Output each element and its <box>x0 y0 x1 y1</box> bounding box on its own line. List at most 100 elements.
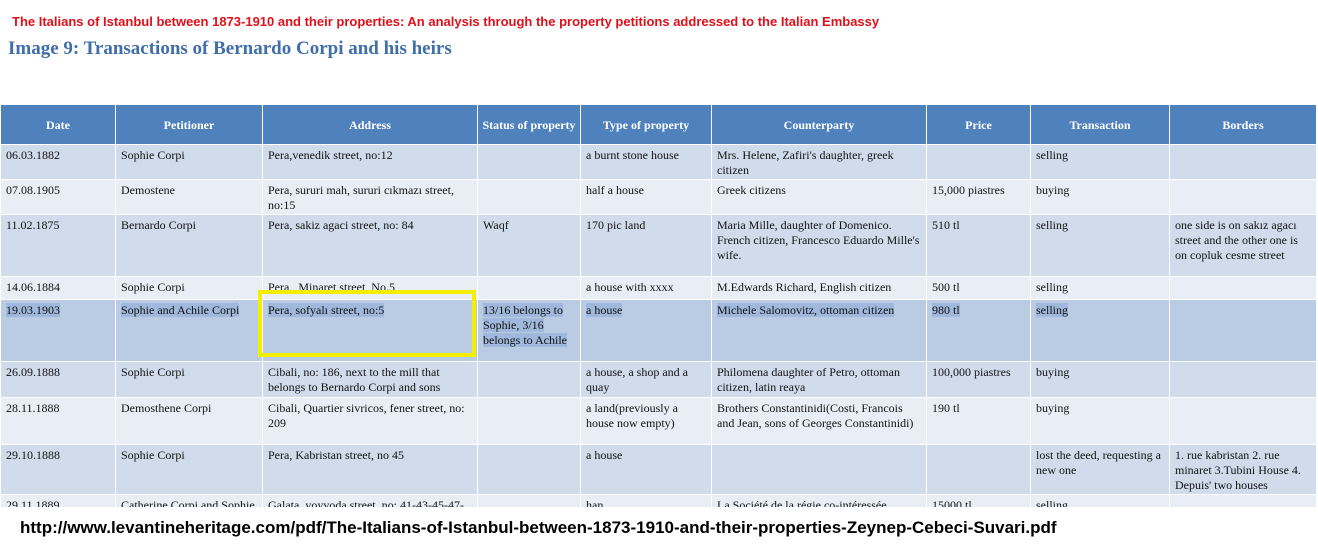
column-header-counterparty: Counterparty <box>711 104 927 145</box>
cell-borders <box>1169 179 1316 215</box>
cell-counterparty: Greek citizens <box>711 179 927 215</box>
cell-address: Pera, sakiz agaci street, no: 84 <box>262 214 478 277</box>
cell-borders <box>1169 494 1316 507</box>
table-row: 29.10.1888 Sophie Corpi Pera, Kabristan … <box>0 444 1316 495</box>
cell-date: 28.11.1888 <box>0 397 116 445</box>
cell-status <box>477 179 581 215</box>
cell-counterparty: Mrs. Helene, Zafiri's daughter, greek ci… <box>711 144 927 180</box>
cell-transaction: selling <box>1030 144 1170 180</box>
source-url-text: http://www.levantineheritage.com/pdf/The… <box>20 518 1057 537</box>
transactions-table-container: Date Petitioner Address Status of proper… <box>0 104 1316 507</box>
cell-petitioner: Sophie Corpi <box>115 361 263 398</box>
cell-date: 26.09.1888 <box>0 361 116 398</box>
cell-address: Pera, Kabristan street, no 45 <box>262 444 478 495</box>
cell-date: 07.08.1905 <box>0 179 116 215</box>
cell-address: Pera,venedik street, no:12 <box>262 144 478 180</box>
cell-borders <box>1169 144 1316 180</box>
table-row-selected: 19.03.1903 Sophie and Achile Corpi Pera,… <box>0 299 1316 362</box>
cell-counterparty: Philomena daughter of Petro, ottoman cit… <box>711 361 927 398</box>
cell-address: Cibali, Quartier sivricos, fener street,… <box>262 397 478 445</box>
cell-type: a burnt stone house <box>580 144 712 180</box>
cell-transaction: buying <box>1030 179 1170 215</box>
cell-transaction: buying <box>1030 397 1170 445</box>
image-caption-heading: Image 9: Transactions of Bernardo Corpi … <box>8 38 452 59</box>
table-header-row: Date Petitioner Address Status of proper… <box>0 104 1316 145</box>
cell-date: 29.11.1889 <box>0 494 116 507</box>
cell-price <box>926 144 1031 180</box>
cell-borders <box>1169 397 1316 445</box>
transactions-table: Date Petitioner Address Status of proper… <box>0 104 1316 507</box>
table-row: 06.03.1882 Sophie Corpi Pera,venedik str… <box>0 144 1316 180</box>
column-header-borders: Borders <box>1169 104 1316 145</box>
cell-transaction: selling <box>1030 214 1170 277</box>
column-header-price: Price <box>926 104 1031 145</box>
cell-type: a house with xxxx <box>580 276 712 300</box>
cell-petitioner: Bernardo Corpi <box>115 214 263 277</box>
cell-counterparty: Michele Salomovitz, ottoman citizen <box>711 299 927 362</box>
cell-address: Pera , Minaret street, No.5 <box>262 276 478 300</box>
table-row: 14.06.1884 Sophie Corpi Pera , Minaret s… <box>0 276 1316 300</box>
cell-counterparty: La Société de la régie co-intéressée <box>711 494 927 507</box>
table-row: 11.02.1875 Bernardo Corpi Pera, sakiz ag… <box>0 214 1316 277</box>
column-header-address: Address <box>262 104 478 145</box>
cell-counterparty <box>711 444 927 495</box>
cell-borders: 1. rue kabristan 2. rue minaret 3.Tubini… <box>1169 444 1316 495</box>
cell-date: 14.06.1884 <box>0 276 116 300</box>
cell-type: a land(previously a house now empty) <box>580 397 712 445</box>
cell-borders <box>1169 299 1316 362</box>
cell-status <box>477 494 581 507</box>
cell-counterparty: M.Edwards Richard, English citizen <box>711 276 927 300</box>
cell-price: 100,000 piastres <box>926 361 1031 398</box>
cell-type: han <box>580 494 712 507</box>
cell-date: 19.03.1903 <box>0 299 116 362</box>
table-row: 26.09.1888 Sophie Corpi Cibali, no: 186,… <box>0 361 1316 398</box>
cell-status <box>477 361 581 398</box>
cell-date: 11.02.1875 <box>0 214 116 277</box>
cell-type: 170 pic land <box>580 214 712 277</box>
cell-petitioner: Sophie Corpi <box>115 276 263 300</box>
cell-price: 500 tl <box>926 276 1031 300</box>
column-header-petitioner: Petitioner <box>115 104 263 145</box>
cell-petitioner: Catherine Corpi and Sophie Corpi <box>115 494 263 507</box>
cell-type: a house, a shop and a quay <box>580 361 712 398</box>
cell-date: 29.10.1888 <box>0 444 116 495</box>
cell-transaction: buying <box>1030 361 1170 398</box>
table-row: 29.11.1889 Catherine Corpi and Sophie Co… <box>0 494 1316 507</box>
cell-borders <box>1169 361 1316 398</box>
cell-transaction: selling <box>1030 299 1170 362</box>
cell-status: 13/16 belongs to Sophie, 3/16 belongs to… <box>477 299 581 362</box>
cell-petitioner: Demostene <box>115 179 263 215</box>
cell-transaction: selling <box>1030 276 1170 300</box>
cell-borders <box>1169 276 1316 300</box>
column-header-type: Type of property <box>580 104 712 145</box>
cell-price: 980 tl <box>926 299 1031 362</box>
table-row: 28.11.1888 Demosthene Corpi Cibali, Quar… <box>0 397 1316 445</box>
cell-petitioner: Sophie Corpi <box>115 444 263 495</box>
cell-price: 15000 tl <box>926 494 1031 507</box>
cell-address: Pera, sofyalı street, no:5 <box>262 299 478 362</box>
table-row: 07.08.1905 Demostene Pera, sururi mah, s… <box>0 179 1316 215</box>
cell-status <box>477 397 581 445</box>
cell-counterparty: Brothers Constantinidi(Costi, Francois a… <box>711 397 927 445</box>
cell-date: 06.03.1882 <box>0 144 116 180</box>
cell-address: Pera, sururi mah, sururi cıkmazı street,… <box>262 179 478 215</box>
cell-type: a house <box>580 444 712 495</box>
cell-transaction: selling <box>1030 494 1170 507</box>
cell-counterparty: Maria Mille, daughter of Domenico. Frenc… <box>711 214 927 277</box>
cell-status <box>477 276 581 300</box>
cell-borders: one side is on sakız agacı street and th… <box>1169 214 1316 277</box>
cell-transaction: lost the deed, requesting a new one <box>1030 444 1170 495</box>
cell-status: Waqf <box>477 214 581 277</box>
column-header-status: Status of property <box>477 104 581 145</box>
cell-type: a house <box>580 299 712 362</box>
cell-status <box>477 444 581 495</box>
cell-price: 510 tl <box>926 214 1031 277</box>
cell-price: 190 tl <box>926 397 1031 445</box>
cell-petitioner: Demosthene Corpi <box>115 397 263 445</box>
cell-type: half a house <box>580 179 712 215</box>
cell-petitioner: Sophie Corpi <box>115 144 263 180</box>
column-header-date: Date <box>0 104 116 145</box>
cell-status <box>477 144 581 180</box>
cell-petitioner: Sophie and Achile Corpi <box>115 299 263 362</box>
cell-address: Galata, voyvoda street, no: 41-43-45-47-… <box>262 494 478 507</box>
